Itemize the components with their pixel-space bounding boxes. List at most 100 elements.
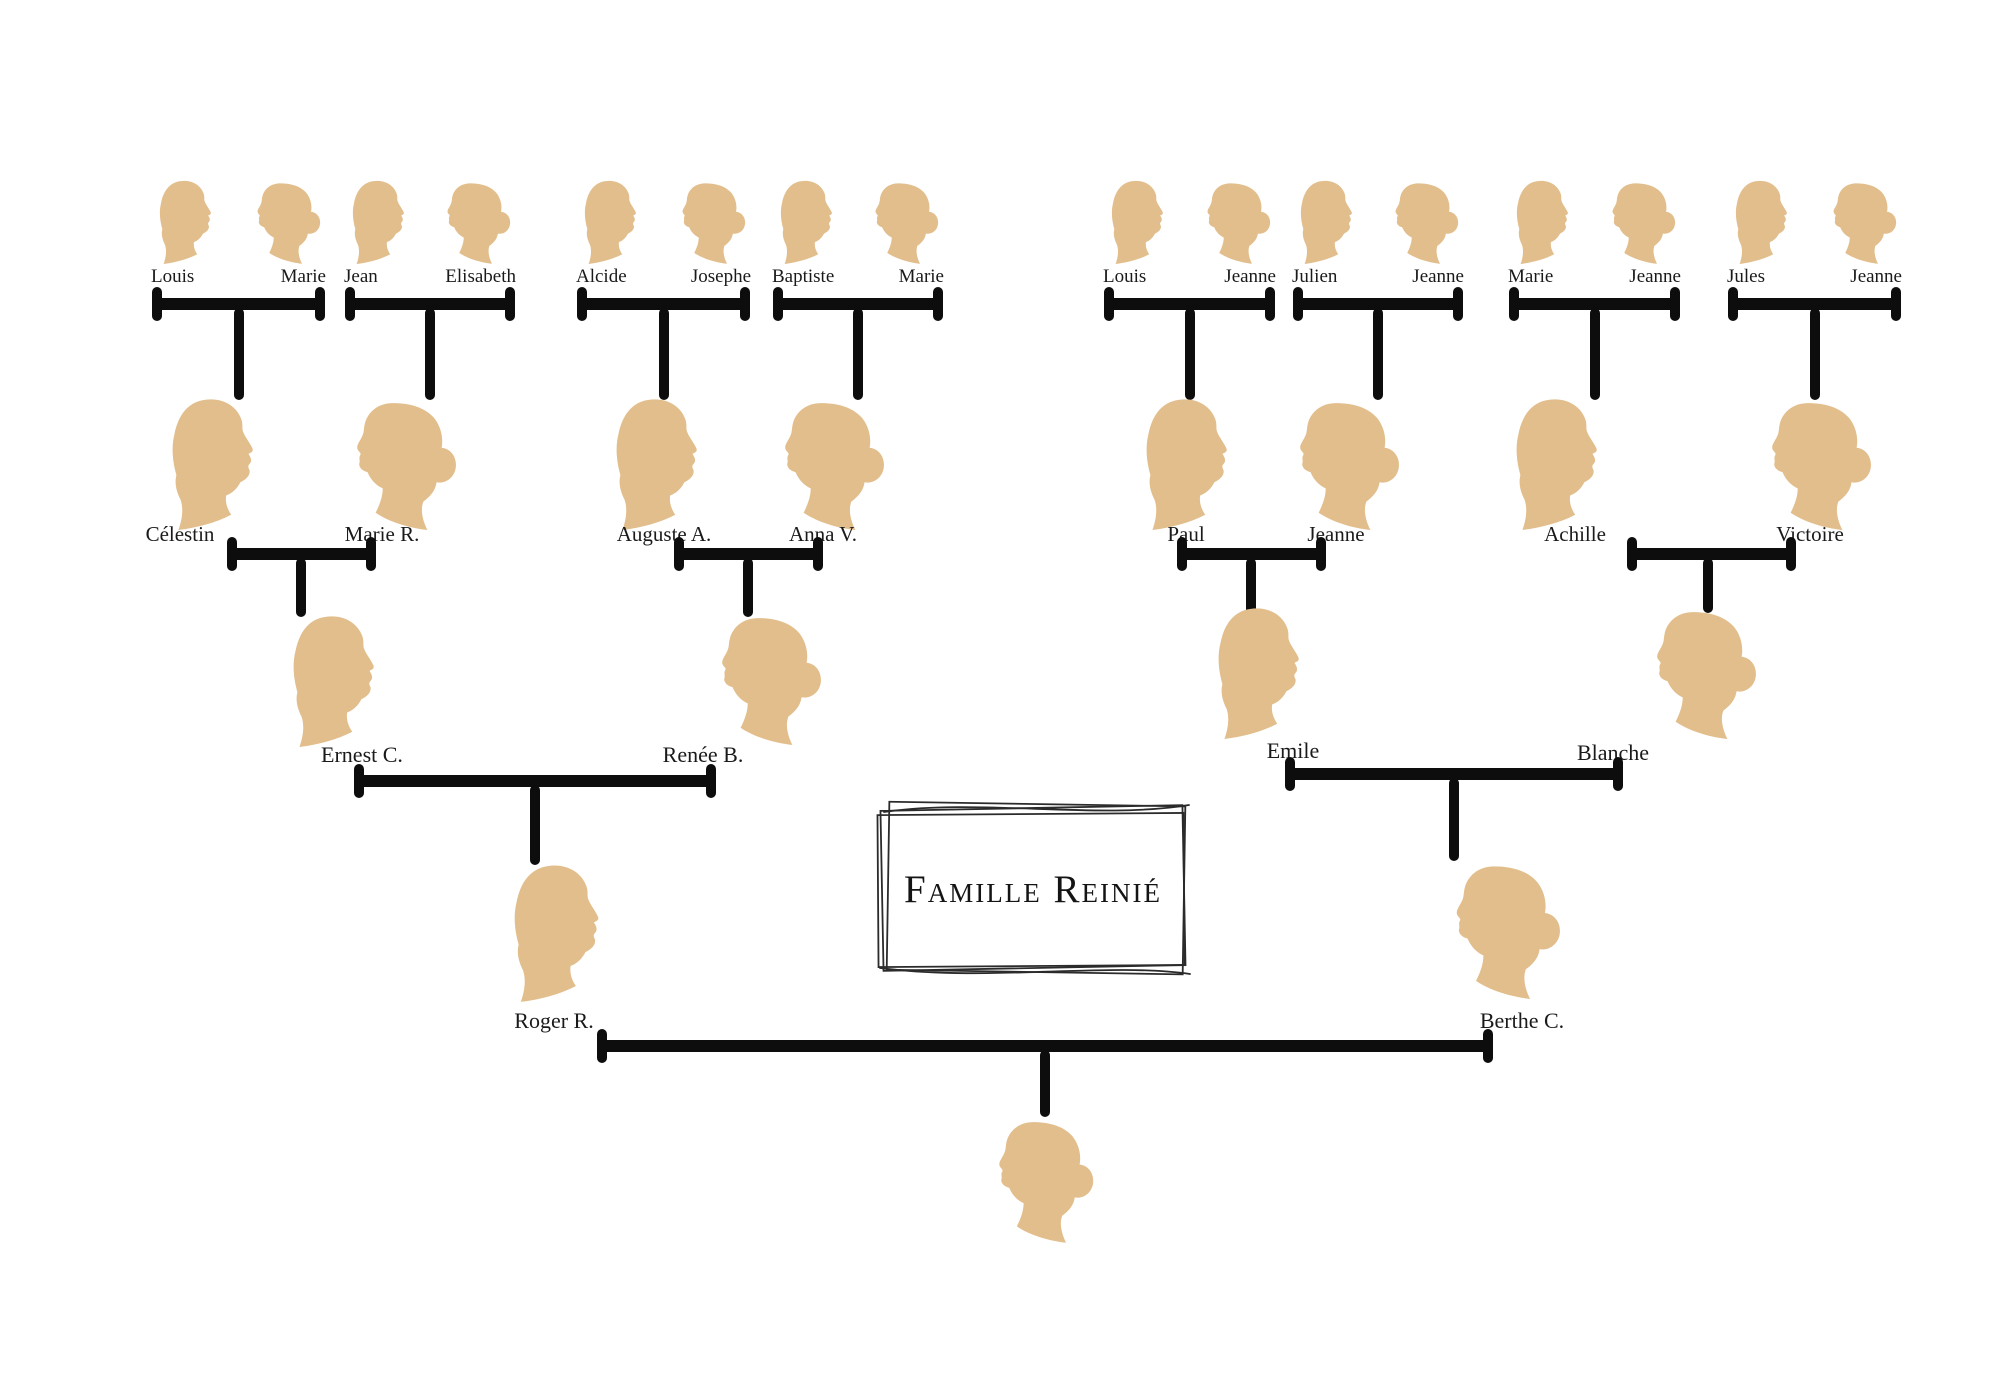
male-profile-icon [1139, 398, 1241, 530]
couple-names: Baptiste Marie [772, 266, 944, 288]
couple-names: Jules Jeanne [1727, 266, 1902, 288]
husband-name: Julien [1292, 266, 1338, 287]
sketch-frame-icon [876, 800, 1191, 976]
female-profile-icon [342, 398, 459, 530]
female-profile-icon [673, 180, 747, 264]
wife-name: Jeanne [1850, 266, 1902, 287]
marriage-bar [345, 287, 515, 321]
female-profile-icon [1441, 861, 1563, 999]
marriage-bar [674, 537, 823, 571]
person-name: Roger R. [514, 1008, 594, 1033]
person-name: Renée B. [662, 742, 744, 767]
marriage-bar [354, 764, 716, 798]
descent-line [1373, 308, 1383, 400]
husband-name: Jean [344, 266, 378, 287]
descent-line [743, 558, 753, 617]
couple-names: Louis Marie [151, 266, 326, 288]
male-profile-icon [155, 180, 220, 264]
person-name: Marie R. [344, 522, 420, 546]
marriage-bar [597, 1029, 1493, 1063]
female-profile-icon [1285, 398, 1402, 530]
husband-name: Baptiste [772, 266, 835, 287]
female-profile-icon [1642, 607, 1759, 739]
male-profile-icon [1512, 180, 1577, 264]
person-name: Anna V. [788, 522, 858, 546]
wife-name: Marie [280, 266, 326, 287]
male-profile-icon [580, 180, 645, 264]
descent-line [233, 308, 244, 400]
male-profile-icon [348, 180, 413, 264]
marriage-bar [773, 287, 943, 321]
descent-line [1184, 308, 1195, 400]
husband-name: Louis [151, 266, 195, 287]
descent-line [853, 308, 863, 400]
couple-names: Alcide Josephe [576, 266, 751, 288]
marriage-bar [227, 537, 376, 571]
male-profile-icon [1731, 180, 1796, 264]
marriage-bar [1293, 287, 1463, 321]
descent-line [658, 308, 669, 400]
couple-names: Jean Elisabeth [344, 266, 516, 288]
female-profile-icon [1824, 180, 1898, 264]
descent-line [1449, 778, 1459, 861]
person-name: Achille [1544, 522, 1606, 546]
female-profile-icon [770, 398, 887, 530]
male-profile-icon [1296, 180, 1361, 264]
marriage-bar [577, 287, 750, 321]
person-name: Berthe C. [1479, 1008, 1565, 1033]
husband-name: Marie [1508, 266, 1554, 287]
gen1-couple-5: Louis Jeanne [1103, 180, 1276, 400]
female-profile-icon [248, 180, 322, 264]
female-profile-icon [1386, 180, 1460, 264]
marriage-bar [152, 287, 325, 321]
couple-names: Marie Jeanne [1508, 266, 1681, 288]
male-profile-icon [776, 180, 841, 264]
person-name: Victoire [1776, 522, 1844, 546]
person-name: Jeanne [1307, 522, 1365, 546]
gen1-couple-3: Alcide Josephe [576, 180, 751, 400]
gen1-couple-1: Louis Marie [151, 180, 326, 400]
descent-line [530, 785, 540, 865]
marriage-bar [1104, 287, 1275, 321]
person-name: Ernest C. [321, 742, 403, 767]
gen1-couple-8: Jules Jeanne [1727, 180, 1902, 400]
wife-name: Josephe [690, 266, 751, 287]
husband-name: Alcide [576, 266, 627, 287]
descent-line [1703, 558, 1713, 613]
wife-name: Jeanne [1224, 266, 1276, 287]
gen1-couple-7: Marie Jeanne [1508, 180, 1681, 400]
marriage-bar [1728, 287, 1901, 321]
wife-name: Marie [898, 266, 944, 287]
male-profile-icon [609, 398, 711, 530]
marriage-bar [1177, 537, 1326, 571]
person-name: Auguste A. [616, 522, 712, 546]
descent-line [1589, 308, 1600, 400]
female-profile-icon [1757, 398, 1874, 530]
female-profile-icon [438, 180, 512, 264]
female-profile-icon [985, 1117, 1096, 1243]
descent-line [1246, 558, 1256, 617]
gen1-couple-2: Jean Elisabeth [344, 180, 516, 400]
gen1-couple-6: Julien Jeanne [1292, 180, 1464, 400]
couple-names: Julien Jeanne [1292, 266, 1464, 288]
female-profile-icon [707, 613, 824, 745]
title-box: Famille Reinié [868, 792, 1198, 986]
male-profile-icon [165, 398, 267, 530]
husband-name: Jules [1727, 266, 1765, 287]
male-profile-icon [1107, 180, 1172, 264]
descent-line [1040, 1050, 1050, 1117]
male-profile-icon [1211, 607, 1313, 739]
wife-name: Jeanne [1629, 266, 1681, 287]
female-profile-icon [1198, 180, 1272, 264]
marriage-bar [1285, 757, 1623, 791]
person-name: Célestin [145, 522, 215, 546]
gen1-couple-4: Baptiste Marie [772, 180, 944, 400]
female-profile-icon [1603, 180, 1677, 264]
descent-line [425, 308, 435, 400]
male-profile-icon [286, 615, 388, 747]
family-title: Famille Reinié [904, 867, 1162, 911]
marriage-bar [1627, 537, 1796, 571]
descent-line [1809, 308, 1820, 400]
wife-name: Jeanne [1412, 266, 1464, 287]
wife-name: Elisabeth [445, 266, 516, 287]
